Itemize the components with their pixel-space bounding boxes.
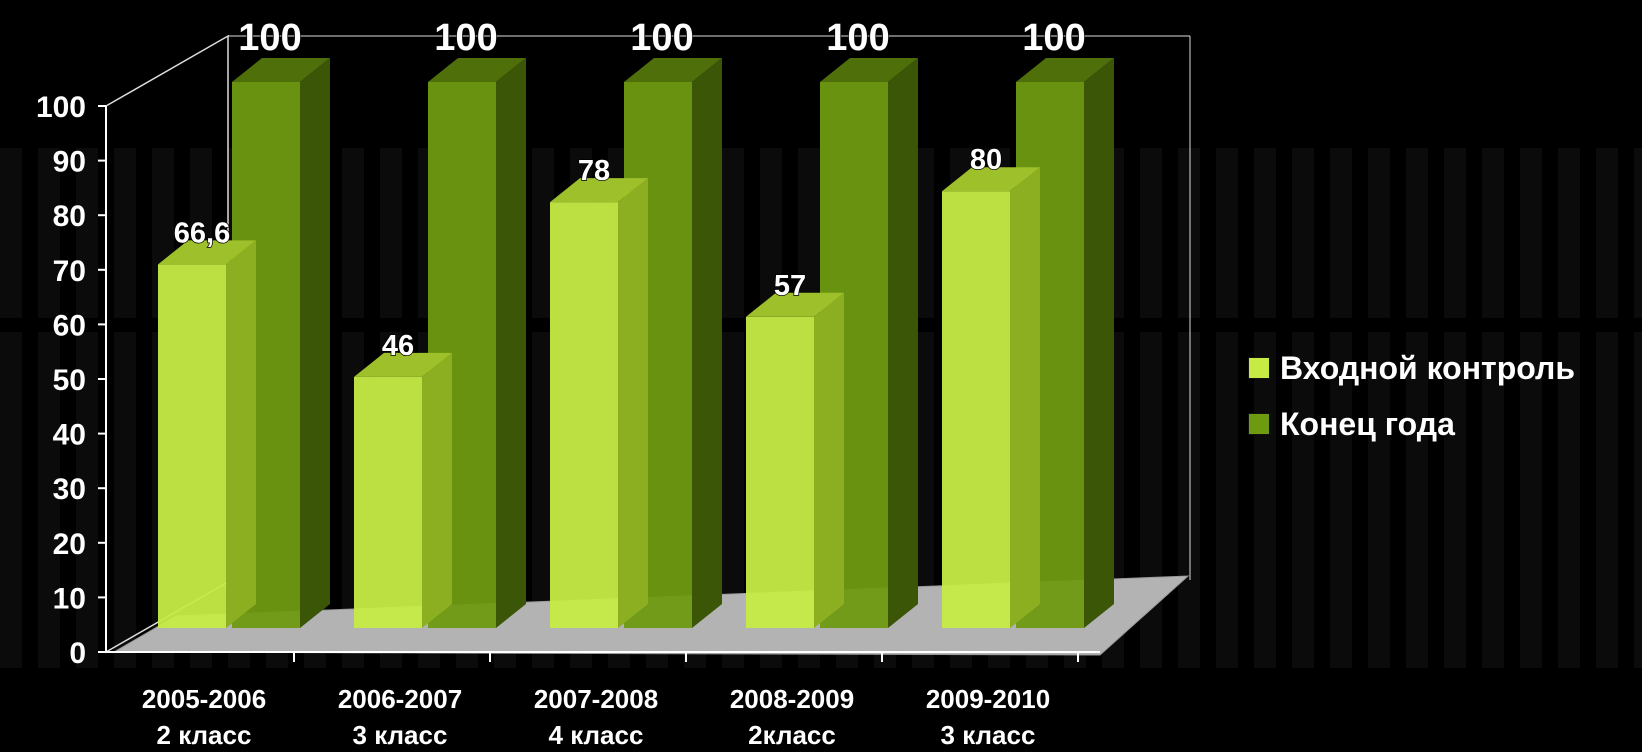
value-label-year-end: 100: [826, 17, 889, 59]
legend-swatch-year-end: [1248, 413, 1270, 435]
y-tick-label: 90: [53, 146, 86, 179]
bar-input-control: [746, 292, 844, 628]
value-label-input-control: 80: [970, 144, 1002, 176]
value-label-input-control: 78: [578, 155, 610, 187]
legend-swatch-input-control: [1248, 357, 1270, 379]
x-tick-label-grade: 2 класс: [157, 720, 252, 750]
y-tick-label: 20: [53, 528, 86, 561]
y-tick-label: 30: [53, 473, 86, 506]
bar-input-control: [550, 178, 648, 628]
value-label-year-end: 100: [630, 17, 693, 59]
y-tick-label: 100: [36, 91, 86, 124]
x-tick-label-years: 2008-2009: [730, 684, 854, 714]
legend-item-year-end: Конец года: [1248, 396, 1638, 452]
x-tick-label-years: 2006-2007: [338, 684, 462, 714]
y-tick-label: 50: [53, 364, 86, 397]
y-tick-label: 80: [53, 200, 86, 233]
y-tick-label: 70: [53, 255, 86, 288]
y-tick-label: 60: [53, 309, 86, 342]
value-label-year-end: 100: [238, 17, 301, 59]
y-tick-label: 40: [53, 419, 86, 452]
bar-input-control: [354, 352, 452, 628]
value-label-input-control: 66,6: [174, 217, 230, 249]
x-tick-label-years: 2005-2006: [142, 684, 266, 714]
x-tick-label-grade: 3 класс: [941, 720, 1036, 750]
value-label-year-end: 100: [1022, 17, 1085, 59]
y-tick-label: 0: [69, 637, 86, 670]
bar-input-control: [158, 240, 256, 628]
x-tick-label-grade: 3 класс: [353, 720, 448, 750]
value-label-year-end: 100: [434, 17, 497, 59]
legend: Входной контроль Конец года: [1248, 340, 1638, 452]
value-label-input-control: 57: [774, 270, 806, 302]
x-tick-label-grade: 4 класс: [549, 720, 644, 750]
x-tick-label-years: 2009-2010: [926, 684, 1050, 714]
legend-item-input-control: Входной контроль: [1248, 340, 1638, 396]
bar-input-control: [942, 167, 1040, 628]
legend-label-input-control: Входной контроль: [1280, 349, 1575, 386]
x-tick-label-years: 2007-2008: [534, 684, 658, 714]
x-tick-label-grade: 2класс: [748, 720, 836, 750]
value-label-input-control: 46: [382, 330, 414, 362]
y-tick-label: 10: [53, 582, 86, 615]
legend-label-year-end: Конец года: [1280, 405, 1455, 442]
